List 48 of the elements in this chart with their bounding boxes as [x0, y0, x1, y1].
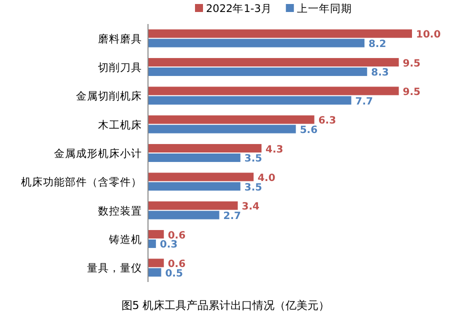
- data-label: 6.3: [318, 116, 336, 127]
- bar: [148, 86, 399, 96]
- data-label: 10.0: [416, 30, 441, 41]
- data-label: 0.6: [168, 258, 186, 270]
- data-label: 3.5: [244, 154, 262, 165]
- data-label: 8.3: [371, 68, 389, 79]
- bar: [148, 230, 164, 238]
- bar: [148, 154, 240, 162]
- data-label: 0.5: [165, 268, 183, 280]
- data-label: 8.2: [368, 39, 386, 50]
- y-tick-label: 铸造机: [108, 233, 142, 246]
- y-tick-label: 金属切削机床: [76, 90, 142, 103]
- data-label: 4.0: [258, 172, 276, 184]
- bar: [148, 210, 220, 220]
- bar: [148, 201, 238, 210]
- data-label: 7.7: [355, 96, 374, 108]
- bar: [148, 68, 368, 76]
- y-tick-label: 数控装置: [98, 204, 142, 218]
- bar: [148, 115, 314, 124]
- bar: [148, 124, 296, 134]
- bar: [148, 38, 364, 48]
- data-label: 2.7: [223, 211, 242, 222]
- bar: [148, 182, 240, 191]
- data-label: 5.6: [300, 125, 318, 136]
- y-tick-label: 机床功能部件（含零件）: [21, 176, 142, 189]
- data-label: 3.5: [244, 182, 262, 194]
- y-tick-label: 木工机床: [98, 118, 142, 132]
- data-label: 0.3: [160, 240, 178, 251]
- bar: [148, 172, 254, 182]
- data-label: 0.6: [168, 230, 186, 242]
- y-tick-label: 磨料磨具: [98, 32, 142, 46]
- y-tick-label: 量具，量仪: [87, 262, 142, 275]
- data-label: 9.5: [402, 58, 421, 70]
- y-tick-label: 切削刀具: [98, 61, 142, 74]
- data-label: 4.3: [266, 144, 284, 156]
- legend-label: 2022年1-3月: [206, 3, 272, 15]
- y-tick-label: 金属成形机床小计: [54, 147, 142, 160]
- bar: [148, 240, 156, 248]
- text: 图5 机床工具产品累计出口情况（亿美元）: [121, 299, 330, 312]
- bar: [148, 58, 399, 66]
- bar: [148, 144, 262, 152]
- bar: [148, 268, 162, 277]
- data-label: 9.5: [402, 86, 421, 98]
- bar: [148, 258, 164, 268]
- bar: [148, 96, 352, 105]
- bar: [148, 29, 412, 38]
- legend-label: 上一年同期: [296, 2, 352, 15]
- data-label: 3.4: [242, 202, 260, 213]
